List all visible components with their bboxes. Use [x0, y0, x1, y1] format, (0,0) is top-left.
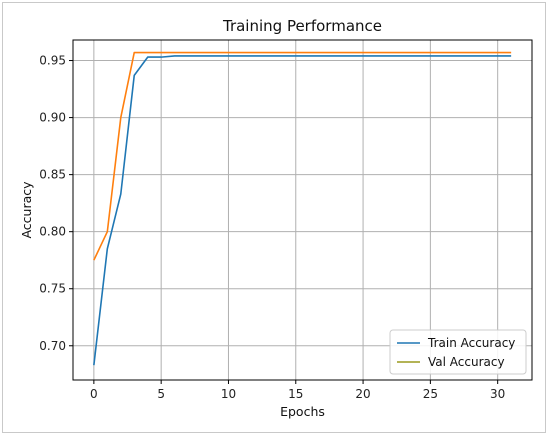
y-tick-label: 0.75: [39, 282, 66, 296]
plot-area: [72, 39, 533, 381]
chart-title: Training Performance: [222, 17, 382, 35]
series-line-train-accuracy: [93, 55, 512, 366]
legend-label: Train Accuracy: [427, 336, 515, 350]
figure-border: [2, 2, 546, 433]
series-lines: [93, 51, 512, 366]
y-axis: 0.70 0.75 0.80 0.85 0.90 0.95: [39, 54, 73, 353]
y-tick-label: 0.95: [39, 54, 66, 68]
x-tick-label: 15: [288, 387, 303, 401]
y-tick-label: 0.80: [39, 225, 66, 239]
x-axis-label: Epochs: [280, 404, 325, 419]
legend-box: [389, 329, 527, 375]
x-tick-label: 20: [355, 387, 370, 401]
x-tick-label: 25: [423, 387, 438, 401]
x-tick-label: 5: [157, 387, 165, 401]
y-axis-label: Accuracy: [19, 181, 34, 239]
x-axis: 0 5 10 15 20 25 30: [90, 380, 505, 401]
x-tick-label: 0: [90, 387, 98, 401]
y-tick-label: 0.70: [39, 339, 66, 353]
x-tick-label: 30: [490, 387, 505, 401]
legend: Train Accuracy Val Accuracy: [389, 329, 527, 375]
x-tick-label: 10: [221, 387, 236, 401]
legend-label: Val Accuracy: [428, 355, 505, 369]
grid: [73, 40, 532, 380]
series-line-val-accuracy: [93, 51, 512, 261]
y-tick-label: 0.85: [39, 168, 66, 182]
y-tick-label: 0.90: [39, 111, 66, 125]
